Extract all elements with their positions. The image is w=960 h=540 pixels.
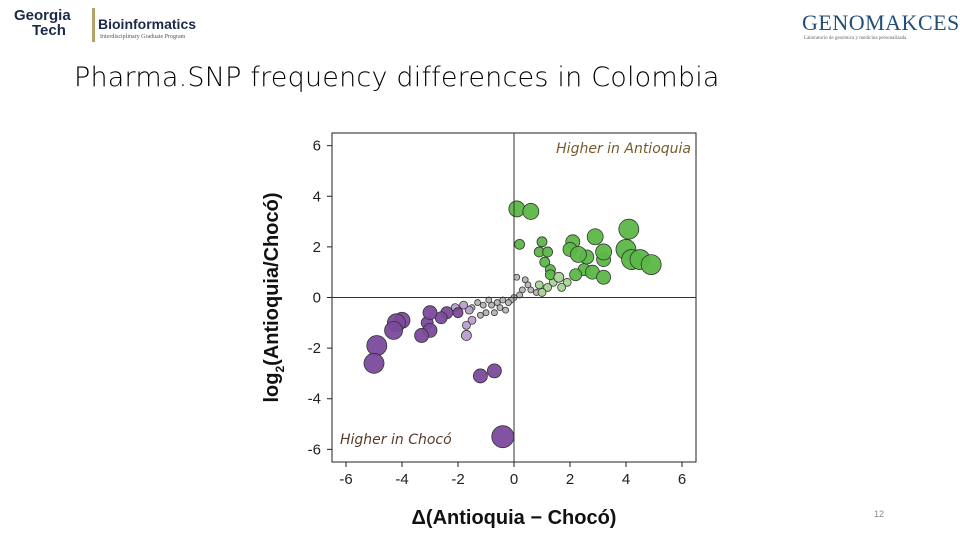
x-axis-label: Δ(Antioquia − Chocó) — [412, 507, 617, 529]
georgia-tech-bioinformatics-logo: Georgia Tech Bioinformatics Interdiscipl… — [14, 6, 229, 46]
data-point-antioquia — [595, 243, 613, 261]
data-point-choco_light — [461, 320, 471, 330]
x-tick-label: -6 — [339, 471, 352, 488]
y-tick-label: 4 — [313, 188, 321, 205]
data-point-antioquia_light — [562, 277, 572, 287]
y-axis-label-subscript: 2 — [273, 366, 287, 373]
data-point-antioquia — [514, 238, 526, 250]
x-tick-label: -2 — [451, 471, 464, 488]
y-tick-label: -4 — [308, 391, 321, 408]
data-point-antioquia — [536, 236, 548, 248]
y-tick-label: -2 — [308, 340, 321, 357]
data-point-neutral — [474, 299, 482, 306]
x-tick-label: 0 — [510, 471, 518, 488]
data-point-choco — [414, 328, 430, 343]
data-point-neutral — [524, 281, 532, 289]
data-point-neutral — [518, 286, 526, 294]
data-point-choco — [486, 363, 502, 379]
annotation-higher-in-choco: Higher in Chocó — [340, 432, 452, 448]
data-point-choco — [452, 307, 464, 319]
data-point-choco_light — [460, 330, 472, 341]
data-point-antioquia — [508, 200, 526, 218]
bioinformatics-subtitle: Interdisciplinary Graduate Program — [100, 34, 186, 40]
genomaces-logo: GENOMAKCES Laboratorio de genómica y med… — [802, 10, 959, 44]
data-point-neutral — [476, 311, 484, 319]
data-point-antioquia — [542, 246, 554, 258]
data-point-antioquia_light — [537, 288, 547, 297]
data-point-choco — [384, 320, 404, 340]
logo-divider — [92, 8, 95, 42]
chart-axes: -6 -4 -2 0 2 4 6 -6 -4 -2 0 2 4 6 Δ(Antioquia − Chocó)… — [261, 132, 697, 529]
data-point-choco_light — [459, 300, 469, 310]
x-tick-label: 2 — [566, 471, 574, 488]
y-tick-label: 0 — [313, 290, 321, 307]
georgia-text: Georgia — [14, 7, 71, 24]
data-point-neutral — [482, 309, 490, 317]
data-point-choco — [366, 335, 388, 356]
page-number: 12 — [874, 509, 885, 519]
y-axis-label: log2(Antioquia/Chocó) — [261, 193, 287, 403]
data-point-choco — [472, 368, 488, 384]
y-tick-label: 6 — [313, 138, 321, 155]
data-point-antioquia — [618, 218, 640, 240]
data-point-antioquia — [539, 256, 551, 268]
data-point-choco_light — [464, 305, 474, 315]
data-point-antioquia — [640, 254, 662, 276]
data-point-antioquia — [586, 228, 604, 246]
data-point-antioquia — [522, 203, 540, 220]
data-point-neutral — [493, 299, 501, 306]
data-point-neutral — [479, 301, 487, 309]
x-tick-label: -4 — [395, 471, 408, 488]
data-point-choco — [422, 305, 438, 321]
data-point-antioquia_light — [557, 282, 567, 292]
chart-marks — [363, 200, 662, 449]
data-point-antioquia — [569, 268, 583, 282]
data-point-neutral — [490, 309, 498, 317]
data-point-antioquia_light — [553, 271, 565, 283]
data-point-neutral — [527, 286, 535, 294]
x-tick-label: 6 — [678, 471, 686, 488]
tech-text: Tech — [32, 22, 66, 39]
y-axis-label-main: log — [261, 373, 283, 403]
x-tick-label: 4 — [622, 471, 630, 488]
data-point-neutral — [513, 273, 521, 281]
data-point-antioquia_light — [543, 282, 553, 292]
data-point-antioquia — [596, 269, 612, 285]
data-point-choco — [491, 425, 515, 449]
data-point-antioquia_light — [534, 280, 544, 290]
genomaces-title: GENOMAKCES — [802, 10, 960, 35]
bioinformatics-title: Bioinformatics — [98, 16, 197, 32]
georgia-tech-wordmark: Georgia Tech — [14, 8, 71, 38]
genomaces-subtitle: Laboratorio de genómica y medicina perso… — [804, 36, 907, 41]
data-point-neutral — [488, 301, 496, 309]
y-tick-label: -6 — [308, 441, 321, 458]
data-point-neutral — [504, 299, 512, 306]
y-tick-label: 2 — [313, 239, 321, 256]
data-point-neutral — [496, 304, 504, 312]
data-point-neutral — [521, 276, 529, 284]
annotation-higher-in-antioquia: Higher in Antioquia — [556, 141, 691, 157]
data-point-choco — [363, 352, 385, 374]
scatter-chart: -6 -4 -2 0 2 4 6 -6 -4 -2 0 2 4 6 Δ(Antioquia − Chocó)… — [261, 132, 697, 529]
data-point-neutral — [502, 306, 510, 314]
data-point-antioquia — [569, 246, 587, 263]
y-axis-label-rest: (Antioquia/Chocó) — [261, 193, 283, 366]
slide-title: Pharma.SNP frequency differences in Colo… — [74, 62, 720, 93]
data-point-choco_light — [467, 315, 477, 325]
